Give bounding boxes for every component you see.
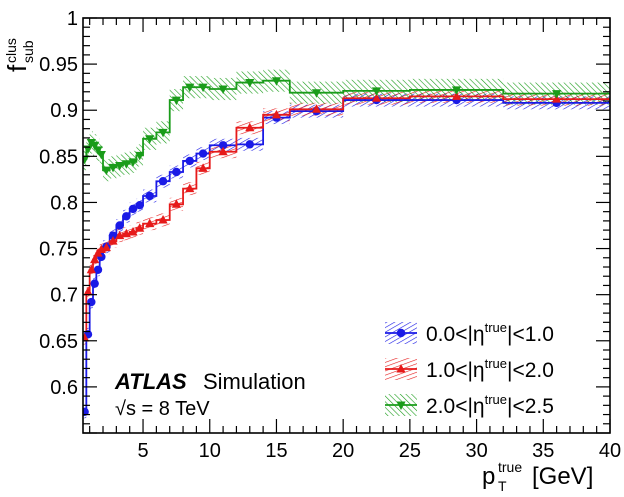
data-point (86, 264, 96, 274)
data-point (87, 297, 96, 307)
data-point (198, 163, 208, 172)
data-point (311, 89, 322, 98)
data-point (135, 223, 145, 232)
atlas-label: ATLAS (114, 369, 187, 394)
data-point (171, 96, 181, 106)
data-point (218, 85, 228, 95)
data-point (172, 167, 181, 177)
data-point (101, 242, 111, 252)
data-point (122, 212, 131, 221)
y-tick-label: 0.75 (39, 239, 78, 261)
data-point (101, 166, 111, 176)
data-point (245, 79, 255, 88)
data-point (218, 141, 228, 150)
x-tick-label: 25 (399, 440, 421, 462)
data-point (83, 333, 90, 342)
x-tick-label: 5 (137, 440, 148, 462)
data-point (245, 140, 254, 149)
data-point (451, 91, 462, 100)
data-point (83, 155, 90, 165)
legend-label: 0.0<|ηtrue|<1.0 (426, 320, 554, 346)
legend-marker (396, 401, 406, 410)
x-axis-title-unit: [GeV] (532, 463, 593, 490)
x-axis-title-sup: true (498, 459, 522, 475)
data-point (145, 135, 155, 144)
simulation-label: Simulation (203, 369, 306, 394)
data-point (311, 104, 322, 113)
y-tick-label: 0.6 (50, 377, 78, 399)
data-point (93, 146, 103, 155)
data-point (185, 83, 195, 93)
legend-label: 2.0<|ηtrue|<2.5 (426, 392, 554, 418)
data-point (83, 286, 93, 296)
y-axis-title-main: f (2, 64, 32, 72)
data-point (185, 183, 195, 193)
data-point (90, 254, 100, 264)
data-point (158, 177, 168, 186)
y-tick-label: 0.95 (39, 54, 78, 76)
legend-item: 2.0<|ηtrue|<2.5 (385, 392, 554, 418)
legend-item: 0.0<|ηtrue|<1.0 (385, 320, 554, 346)
energy-label: √s = 8 TeV (115, 398, 210, 420)
data-point (451, 86, 462, 95)
data-point (90, 141, 100, 151)
data-point (135, 151, 145, 161)
data-point (115, 162, 125, 171)
y-axis-title: f clus sub (2, 38, 36, 72)
data-point (83, 407, 89, 416)
y-tick-label: 1 (67, 8, 78, 30)
data-point (145, 218, 155, 228)
y-tick-label: 0.7 (50, 285, 78, 307)
legend: 0.0<|ηtrue|<1.0 1.0<|ηtrue|<2.0 2.0<|ηtrue… (385, 320, 554, 418)
data-point (90, 279, 99, 288)
data-point (145, 191, 154, 201)
data-point (371, 93, 382, 102)
data-point (128, 226, 138, 236)
data-point (171, 199, 181, 208)
data-point (371, 87, 382, 96)
x-tick-label: 35 (532, 440, 554, 462)
data-point (115, 221, 124, 230)
data-point (158, 128, 168, 138)
y-tick-label: 0.9 (50, 100, 78, 122)
data-point (245, 122, 255, 132)
y-tick-label: 0.8 (50, 192, 78, 214)
data-point (108, 163, 118, 173)
data-point (128, 158, 138, 167)
x-tick-label: 10 (199, 440, 221, 462)
y-tick-label: 0.85 (39, 146, 78, 168)
y-axis-title-sup: clus (3, 38, 19, 63)
plot-frame (82, 17, 611, 434)
data-point (185, 156, 194, 166)
x-tick-label: 30 (465, 440, 487, 462)
data-point (108, 236, 118, 245)
data-point (271, 77, 282, 86)
x-tick-label: 15 (265, 440, 287, 462)
data-point (158, 214, 168, 224)
x-tick-label: 40 (599, 440, 621, 462)
y-tick-label: 0.65 (39, 331, 78, 353)
data-point (271, 109, 282, 119)
legend-item: 1.0<|ηtrue|<2.0 (385, 356, 554, 382)
data-point (198, 83, 208, 93)
data-point (218, 146, 228, 156)
legend-label: 1.0<|ηtrue|<2.0 (426, 356, 554, 382)
data-point (552, 90, 562, 99)
data-point (128, 204, 138, 214)
data-point (93, 265, 103, 274)
x-axis-title-sub: T (498, 478, 507, 494)
x-axis-title: p true T [GeV] (482, 459, 593, 494)
x-tick-label: 20 (332, 440, 354, 462)
y-axis-title-sub: sub (20, 40, 36, 63)
data-point (198, 149, 208, 158)
legend-marker (396, 364, 406, 373)
x-axis-title-main: p (482, 463, 495, 490)
data-point (96, 150, 106, 160)
data-point (121, 160, 131, 169)
legend-marker (396, 328, 406, 338)
data-point (135, 201, 144, 210)
data-point (108, 231, 118, 240)
